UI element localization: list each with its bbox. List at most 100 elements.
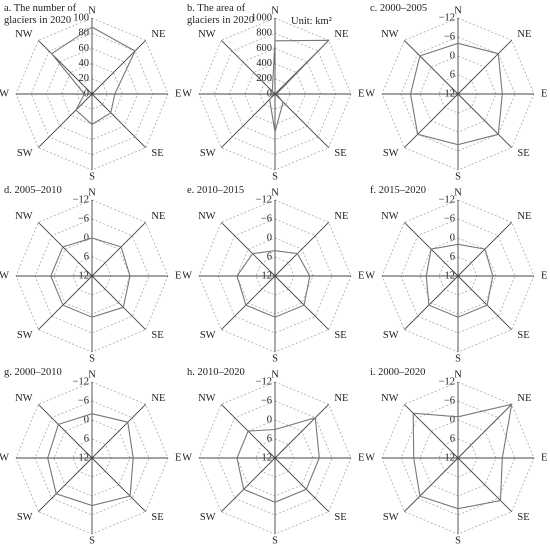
direction-label: SE — [517, 330, 529, 341]
axis-line — [220, 39, 276, 95]
r-tick-label: −6 — [261, 395, 272, 406]
axis-line — [91, 457, 147, 513]
direction-label: E — [175, 88, 181, 99]
r-tick-label: 6 — [450, 251, 455, 262]
direction-label: SW — [17, 148, 33, 159]
chart-panel: −12 −6 0 6 12 N NE E SE S SW W NW e. 2010–2015 — [183, 182, 366, 364]
direction-label: W — [366, 88, 375, 99]
axis-line — [91, 403, 147, 459]
grid-ring — [255, 256, 295, 296]
data-polygon — [47, 413, 134, 507]
direction-label: SW — [200, 512, 216, 523]
axis-line — [403, 39, 459, 95]
chart-panel: −12 −6 0 6 12 N NE E SE S SW W NW f. 2015–2020 — [366, 182, 549, 364]
direction-label: NE — [517, 393, 531, 404]
r-tick-label: −6 — [78, 395, 89, 406]
direction-label: W — [183, 88, 192, 99]
axis-line — [274, 403, 330, 459]
r-tick-label: 6 — [450, 69, 455, 80]
direction-label: N — [271, 369, 279, 380]
grid-ring — [255, 438, 295, 478]
panel-title: b. The area of glaciers in 2020 — [187, 3, 255, 26]
r-tick-label: 200 — [256, 73, 272, 84]
r-tick-label: 1000 — [251, 12, 272, 23]
chart-panel: −12 −6 0 6 12 N NE E SE S SW W NW i. 2000–2020 — [366, 364, 549, 546]
grid-ring — [72, 438, 112, 478]
direction-label: S — [272, 171, 278, 182]
axis-line — [403, 275, 459, 331]
direction-label: N — [88, 369, 96, 380]
direction-label: NW — [198, 211, 216, 222]
r-tick-label: 6 — [84, 433, 89, 444]
direction-label: S — [89, 353, 95, 364]
axis-line — [37, 457, 93, 513]
data-polygon — [409, 42, 503, 146]
direction-label: W — [183, 452, 192, 463]
direction-label: N — [271, 187, 279, 198]
r-tick-label: −6 — [78, 213, 89, 224]
panel-title: c. 2000–2005 — [370, 3, 428, 14]
data-polygon — [236, 416, 320, 503]
direction-label: N — [88, 187, 96, 198]
panel-title: a. The number of glaciers in 2020 — [4, 3, 77, 26]
direction-label: NE — [334, 29, 348, 40]
axis-line — [37, 39, 93, 95]
r-tick-label: 6 — [450, 433, 455, 444]
axis-line — [457, 457, 513, 513]
direction-label: SE — [334, 330, 346, 341]
direction-label: NE — [517, 211, 531, 222]
chart-panel: −12 −6 0 6 12 N NE E SE S SW W NW d. 2005–2010 — [0, 182, 183, 364]
grid-ring — [438, 256, 478, 296]
direction-label: SW — [17, 512, 33, 523]
r-tick-label: 0 — [84, 414, 89, 425]
direction-label: NW — [15, 211, 33, 222]
direction-label: E — [358, 452, 364, 463]
direction-label: SE — [151, 512, 163, 523]
grid-ring — [72, 256, 112, 296]
direction-label: SE — [517, 512, 529, 523]
grid-ring — [45, 47, 139, 141]
panel-title: h. 2010–2020 — [187, 367, 245, 378]
direction-label: S — [455, 535, 461, 546]
r-tick-label: −6 — [444, 395, 455, 406]
direction-label: E — [358, 270, 364, 281]
panel-title: d. 2005–2010 — [4, 185, 62, 196]
data-polygon — [425, 243, 494, 318]
direction-label: W — [0, 88, 9, 99]
direction-label: S — [272, 353, 278, 364]
direction-label: S — [455, 353, 461, 364]
direction-label: SE — [517, 148, 529, 159]
r-tick-label: −12 — [256, 376, 272, 387]
r-tick-label: 60 — [79, 43, 90, 54]
axis-line — [403, 403, 459, 459]
r-tick-label: 0 — [84, 232, 89, 243]
r-tick-label: 0 — [450, 232, 455, 243]
data-polygon — [50, 26, 136, 126]
direction-label: NE — [334, 393, 348, 404]
direction-label: N — [454, 187, 462, 198]
panel-title: g. 2000–2010 — [4, 367, 62, 378]
chart-panel: 0 20 40 60 80 100 N NE E SE S SW W NW a. The number of… — [0, 0, 183, 182]
direction-label: S — [89, 535, 95, 546]
r-tick-label: −12 — [439, 12, 455, 23]
r-tick-label: −6 — [444, 213, 455, 224]
axis-line — [403, 93, 459, 149]
r-tick-label: −12 — [73, 376, 89, 387]
r-tick-label: 600 — [256, 43, 272, 54]
grid-ring — [76, 78, 108, 110]
direction-label: E — [541, 270, 547, 281]
r-tick-label: 40 — [79, 58, 90, 69]
direction-label: SW — [200, 330, 216, 341]
direction-label: SW — [383, 512, 399, 523]
axis-line — [220, 275, 276, 331]
direction-label: SE — [334, 512, 346, 523]
direction-label: SW — [383, 330, 399, 341]
